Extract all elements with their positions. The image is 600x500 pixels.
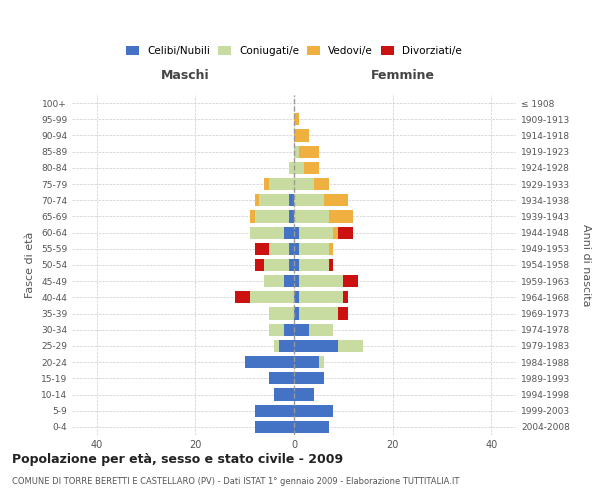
- Bar: [259, 194, 289, 206]
- Bar: [309, 324, 334, 336]
- Bar: [294, 308, 299, 320]
- Bar: [254, 421, 294, 433]
- Bar: [294, 210, 329, 222]
- Bar: [265, 178, 269, 190]
- Bar: [299, 275, 343, 287]
- Bar: [254, 242, 269, 255]
- Bar: [254, 210, 289, 222]
- Bar: [284, 226, 294, 238]
- Bar: [269, 242, 289, 255]
- Bar: [289, 162, 294, 174]
- Bar: [329, 242, 334, 255]
- Bar: [284, 324, 294, 336]
- Bar: [294, 162, 304, 174]
- Bar: [250, 292, 294, 304]
- Bar: [294, 324, 309, 336]
- Bar: [299, 242, 329, 255]
- Bar: [294, 146, 299, 158]
- Bar: [294, 226, 299, 238]
- Bar: [334, 226, 338, 238]
- Bar: [343, 292, 348, 304]
- Bar: [254, 404, 294, 417]
- Bar: [294, 259, 299, 271]
- Bar: [299, 308, 338, 320]
- Text: Popolazione per età, sesso e stato civile - 2009: Popolazione per età, sesso e stato civil…: [12, 452, 343, 466]
- Y-axis label: Fasce di età: Fasce di età: [25, 232, 35, 298]
- Bar: [319, 356, 323, 368]
- Bar: [279, 340, 294, 352]
- Bar: [329, 259, 334, 271]
- Bar: [269, 372, 294, 384]
- Bar: [254, 194, 259, 206]
- Bar: [254, 259, 265, 271]
- Bar: [250, 210, 254, 222]
- Bar: [294, 242, 299, 255]
- Bar: [338, 340, 363, 352]
- Bar: [265, 259, 289, 271]
- Bar: [323, 194, 348, 206]
- Bar: [289, 259, 294, 271]
- Bar: [299, 226, 334, 238]
- Bar: [299, 146, 319, 158]
- Bar: [299, 259, 329, 271]
- Bar: [294, 372, 323, 384]
- Bar: [294, 178, 314, 190]
- Legend: Celibi/Nubili, Coniugati/e, Vedovi/e, Divorziati/e: Celibi/Nubili, Coniugati/e, Vedovi/e, Di…: [123, 42, 465, 59]
- Bar: [294, 340, 338, 352]
- Bar: [289, 242, 294, 255]
- Bar: [343, 275, 358, 287]
- Text: Femmine: Femmine: [371, 69, 434, 82]
- Bar: [338, 226, 353, 238]
- Bar: [294, 194, 323, 206]
- Bar: [274, 340, 279, 352]
- Bar: [299, 292, 343, 304]
- Bar: [294, 388, 314, 400]
- Bar: [274, 388, 294, 400]
- Text: Maschi: Maschi: [161, 69, 210, 82]
- Bar: [265, 275, 284, 287]
- Bar: [294, 356, 319, 368]
- Text: COMUNE DI TORRE BERETTI E CASTELLARO (PV) - Dati ISTAT 1° gennaio 2009 - Elabora: COMUNE DI TORRE BERETTI E CASTELLARO (PV…: [12, 478, 460, 486]
- Bar: [289, 194, 294, 206]
- Bar: [250, 226, 284, 238]
- Bar: [294, 292, 299, 304]
- Bar: [294, 275, 299, 287]
- Bar: [314, 178, 329, 190]
- Bar: [338, 308, 348, 320]
- Bar: [269, 178, 294, 190]
- Bar: [329, 210, 353, 222]
- Bar: [269, 308, 294, 320]
- Bar: [294, 404, 334, 417]
- Bar: [304, 162, 319, 174]
- Bar: [235, 292, 250, 304]
- Bar: [284, 275, 294, 287]
- Bar: [294, 421, 329, 433]
- Y-axis label: Anni di nascita: Anni di nascita: [581, 224, 591, 306]
- Bar: [245, 356, 294, 368]
- Bar: [294, 113, 299, 126]
- Bar: [269, 324, 284, 336]
- Bar: [294, 130, 309, 141]
- Bar: [289, 210, 294, 222]
